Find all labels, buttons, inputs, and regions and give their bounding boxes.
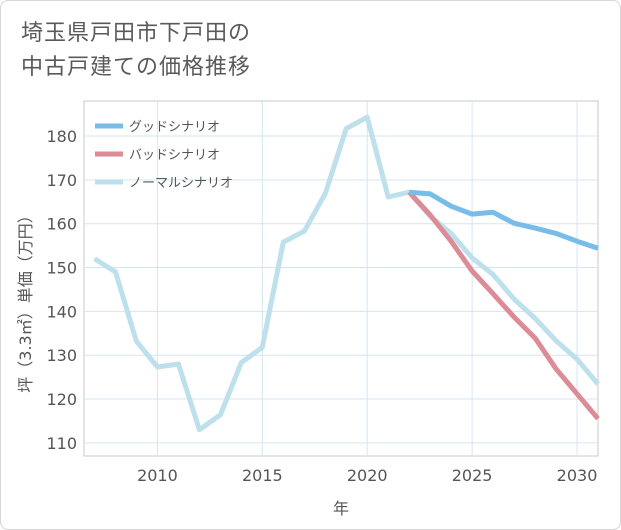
y-tick-label: 150 <box>46 259 77 278</box>
chart-title-line-2: 中古戸建ての価格推移 <box>21 55 252 80</box>
y-tick-label: 140 <box>46 302 77 321</box>
x-tick-label: 2025 <box>452 466 493 485</box>
legend-item: バッドシナリオ <box>95 148 220 163</box>
grid-lines <box>84 101 598 456</box>
series-line-2 <box>407 190 600 421</box>
y-tick-label: 120 <box>46 390 77 409</box>
plot-area <box>83 100 599 457</box>
x-tick-labels: 2010 2015 2020 2025 2030 <box>137 466 597 485</box>
chart-title-line-1: 埼玉県戸田市下戸田の <box>21 21 252 46</box>
legend-item: ノーマルシナリオ <box>95 176 233 191</box>
y-tick-label: 110 <box>46 434 77 453</box>
y-tick-labels: 110 120 130 140 150 160 170 180 <box>46 127 77 453</box>
series-line-1 <box>408 189 599 251</box>
y-tick-label: 130 <box>46 346 77 365</box>
x-tick-label: 2010 <box>137 466 178 485</box>
y-tick-label: 170 <box>46 171 77 190</box>
chart-title: 埼玉県戸田市下戸田の 中古戸建ての価格推移 <box>21 17 251 85</box>
x-tick-label: 2015 <box>242 466 283 485</box>
y-tick-label: 160 <box>46 215 77 234</box>
legend-label: ノーマルシナリオ <box>129 176 233 191</box>
x-tick-label: 2030 <box>557 466 598 485</box>
legend-label: グッドシナリオ <box>129 120 220 135</box>
x-tick-label: 2020 <box>347 466 388 485</box>
y-tick-label: 180 <box>46 127 77 146</box>
x-axis-label: 年 <box>333 499 349 518</box>
legend-label: バッドシナリオ <box>129 148 220 163</box>
legend-item: グッドシナリオ <box>95 120 220 135</box>
y-axis-label: 坪（3.3㎡）単価（万円） <box>16 207 35 392</box>
series-lines <box>93 114 600 433</box>
series-line-3 <box>93 114 600 433</box>
